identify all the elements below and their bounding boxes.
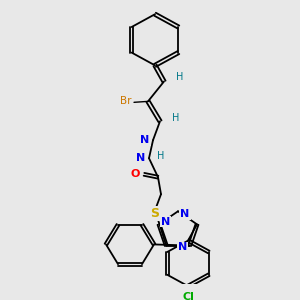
Text: N: N	[136, 153, 146, 163]
Text: O: O	[130, 169, 140, 179]
Text: Br: Br	[120, 96, 132, 106]
Text: S: S	[151, 207, 160, 220]
Text: H: H	[157, 151, 165, 161]
Text: N: N	[140, 135, 150, 145]
Text: H: H	[176, 72, 184, 82]
Text: Cl: Cl	[182, 292, 194, 300]
Text: H: H	[172, 113, 180, 123]
Text: N: N	[180, 209, 190, 219]
Text: N: N	[178, 242, 188, 252]
Text: N: N	[161, 217, 171, 226]
